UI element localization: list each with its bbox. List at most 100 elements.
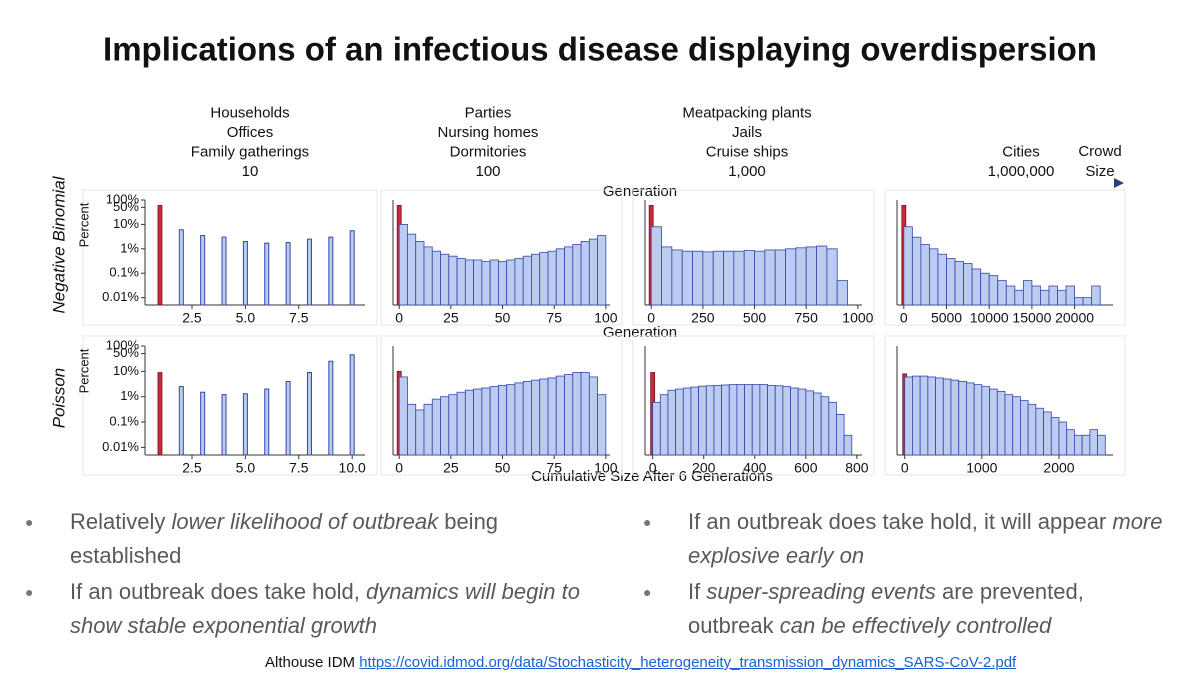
panel-frame (632, 335, 875, 476)
bullet-text: are prevented, outbreak (688, 579, 1090, 638)
bar (785, 248, 797, 306)
bar (1035, 407, 1044, 456)
bar (456, 391, 466, 456)
bar (178, 386, 184, 456)
bar (988, 275, 999, 306)
bar (996, 391, 1006, 456)
bar (423, 246, 433, 306)
y-axis-title: Percent (76, 202, 91, 247)
chart: Percent 100%50% 10% 1% 0.1% 0.01% 2.5 5.0 7.5 (76, 189, 378, 326)
bar (805, 246, 817, 306)
bar (597, 235, 607, 306)
bar (997, 280, 1007, 306)
figure: Implications of an infectious disease di… (49, 31, 1126, 485)
bar (547, 250, 557, 306)
scale-axis-label: Crowd (1078, 143, 1121, 160)
x-tick-label: 500 (743, 310, 767, 326)
bar (415, 409, 425, 456)
bar (1014, 289, 1024, 306)
bar (588, 238, 598, 306)
bar (963, 263, 973, 306)
bar (692, 250, 704, 306)
bar (958, 381, 967, 456)
bar (1004, 394, 1014, 456)
bar (816, 245, 828, 306)
y-tick-label: 100% (106, 191, 140, 206)
bar (522, 255, 532, 306)
bar (980, 272, 990, 306)
row-label: Poisson (49, 368, 68, 428)
bar (555, 375, 565, 456)
chart: 0 200 400 600 800 (632, 335, 875, 476)
panel-frame (884, 189, 1126, 326)
bar (659, 394, 669, 456)
bar (733, 250, 745, 306)
bar (398, 224, 408, 306)
x-tick-label: 15000 (1012, 310, 1051, 326)
x-tick-label: 200 (692, 460, 716, 476)
bar (843, 434, 853, 456)
bar (754, 250, 766, 306)
panel-frame (380, 189, 623, 326)
source: Althouse IDM (265, 654, 356, 671)
bar (751, 384, 761, 456)
bar (456, 258, 466, 306)
bullet-text: If an outbreak does take hold, (70, 579, 366, 604)
bar (531, 253, 541, 306)
bar (795, 247, 807, 306)
scale-label: Offices (227, 124, 273, 141)
bullet-text: If (688, 579, 707, 604)
bar (481, 387, 491, 456)
link[interactable]: https://covid.idmod.org/data/Stochastici… (359, 654, 1017, 671)
bar (828, 401, 837, 456)
bar (935, 377, 944, 456)
x-tick-label: 1000 (842, 310, 873, 326)
bar (531, 379, 541, 456)
y-tick-label: 100% (106, 337, 140, 352)
bullet-text: If an outbreak does take hold, it will a… (688, 509, 1113, 534)
x-tick-label: 600 (794, 460, 818, 476)
bar (744, 384, 753, 456)
bar (805, 390, 814, 456)
y-tick-label: 50% (113, 199, 139, 214)
bar (547, 377, 557, 456)
bar (671, 249, 683, 306)
bar (481, 261, 491, 306)
x-tick-label: 0 (647, 310, 655, 326)
bar (588, 376, 598, 456)
bar (506, 259, 516, 306)
bar (242, 393, 248, 456)
scale-label: Households (210, 104, 289, 121)
bullet-text: being established (70, 509, 505, 568)
bar (813, 392, 822, 456)
bar (1091, 285, 1101, 306)
bar (1020, 400, 1029, 456)
bar (489, 386, 499, 456)
bar (1012, 396, 1021, 456)
row-label: Negative Binomial (49, 175, 68, 313)
bar (1065, 285, 1075, 306)
scale-label: Jails (732, 124, 762, 141)
bar (912, 375, 921, 456)
bar (650, 226, 662, 306)
bar (1089, 429, 1098, 456)
x-tick-label: 400 (743, 460, 767, 476)
bullet-text: dynamics will begin to show stable expon… (70, 579, 587, 638)
bar (539, 252, 549, 306)
bar (440, 253, 450, 306)
chart: 0 1000 2000 (884, 335, 1126, 476)
x-tick-label: 10.0 (339, 460, 366, 476)
bar (836, 280, 848, 306)
bar (489, 259, 499, 306)
bar (473, 388, 483, 456)
y-tick-label: 0.01% (102, 289, 139, 304)
arrow-head (1114, 178, 1124, 188)
left-column: Relatively lower likelihood of outbreak … (25, 505, 585, 645)
bar (597, 394, 607, 456)
scale-label: Meatpacking plants (682, 104, 811, 121)
bar (564, 374, 574, 456)
bar (539, 378, 549, 456)
x-tick-label: 1000 (966, 460, 997, 476)
panel-frame (884, 335, 1126, 476)
bar (464, 259, 475, 306)
